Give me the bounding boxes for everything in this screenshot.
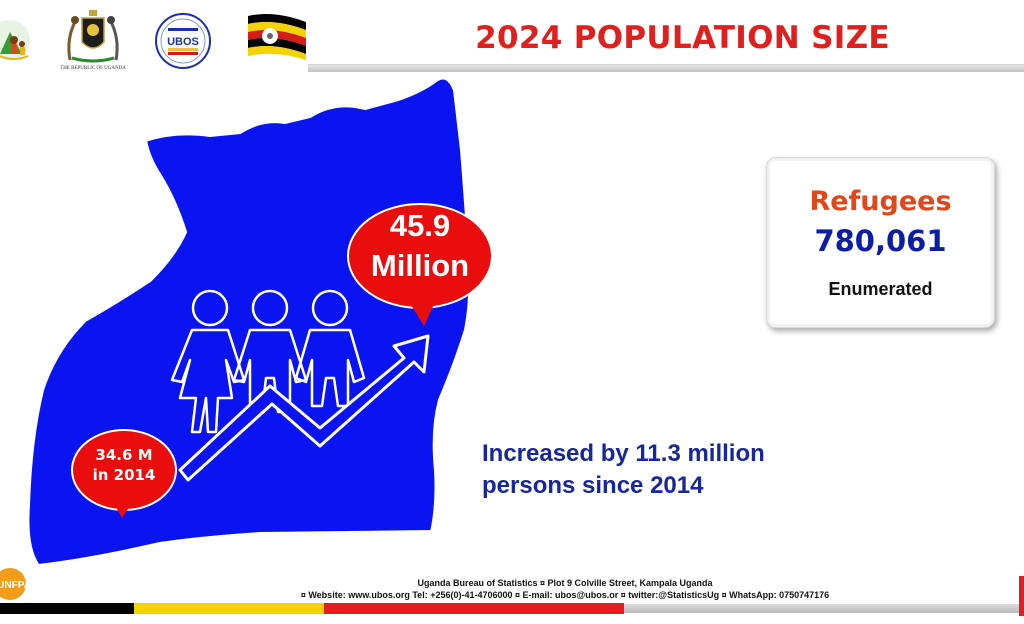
uganda-map <box>25 75 493 569</box>
page-title: 2024 POPULATION SIZE <box>475 20 890 56</box>
growth-arrow-icon <box>178 334 430 482</box>
ubos-logo: UBOS <box>154 12 212 70</box>
people-icon <box>170 289 366 434</box>
increase-line-1: Increased by 11.3 million <box>482 440 765 467</box>
corner-accent <box>1019 576 1024 616</box>
footer-contacts: ¤ Website: www.ubos.org Tel: +256(0)-41-… <box>300 590 830 600</box>
title-divider <box>308 64 1024 72</box>
footer-stripe-red <box>324 603 624 614</box>
census-logo <box>0 10 34 70</box>
refugees-heading: Refugees <box>809 186 952 217</box>
population-2024-unit: Million <box>370 248 470 283</box>
footer-stripe-yellow <box>134 603 324 614</box>
footer-contact: Uganda Bureau of Statistics ¤ Plot 9 Col… <box>220 577 910 601</box>
arms-caption: THE REPUBLIC OF UGANDA <box>60 66 126 71</box>
unfpa-logo: UNFPA <box>0 566 34 602</box>
ubos-logo-text: UBOS <box>167 36 199 48</box>
refugees-value: 780,061 <box>814 224 947 258</box>
increase-statement: Increased by 11.3 million persons since … <box>482 438 822 502</box>
footer-stripe-black <box>0 603 134 614</box>
population-2014-value: 34.6 M <box>95 446 153 464</box>
refugees-caption: Enumerated <box>828 279 933 299</box>
population-2024-label: 45.9 Million <box>349 206 491 306</box>
coat-of-arms-logo: THE REPUBLIC OF UGANDA <box>58 8 128 72</box>
uganda-flag <box>244 10 310 66</box>
footer-stripe-grey <box>624 604 1024 613</box>
increase-line-2: persons since 2014 <box>482 472 704 499</box>
population-2024-value: 45.9 <box>389 208 451 243</box>
population-2024-bubble <box>347 203 493 326</box>
refugees-card: Refugees 780,061 Enumerated <box>766 157 995 328</box>
population-2014-year: in 2014 <box>92 466 156 484</box>
footer-address: Uganda Bureau of Statistics ¤ Plot 9 Col… <box>417 578 713 588</box>
unfpa-logo-text: UNFPA <box>0 580 31 591</box>
population-2014-bubble <box>71 429 177 518</box>
population-2014-label: 34.6 M in 2014 <box>74 445 174 499</box>
